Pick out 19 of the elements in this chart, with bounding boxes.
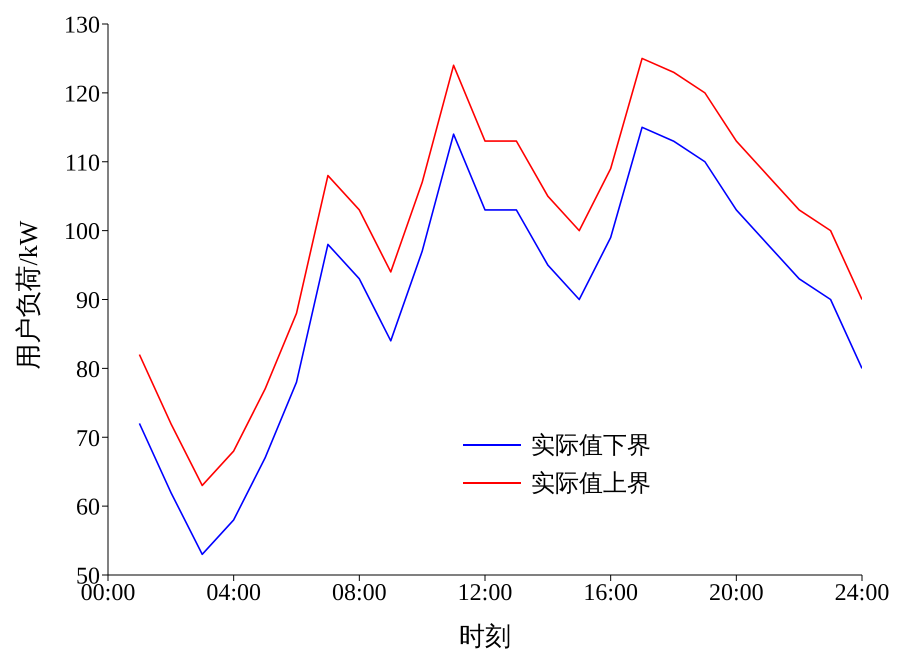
- y-tick-label: 120: [64, 81, 100, 108]
- x-tick-label: 16:00: [583, 580, 638, 606]
- x-tick-label: 08:00: [332, 580, 387, 606]
- line-series: [138, 126, 862, 556]
- y-tick-label: 60: [76, 494, 100, 521]
- y-tick-label: 90: [76, 288, 100, 314]
- x-tick-label: 04:00: [206, 580, 262, 606]
- x-tick-label: 24:00: [834, 580, 890, 606]
- x-tick-label: 20:00: [708, 580, 764, 606]
- y-tick-label: 110: [64, 150, 100, 176]
- legend-label: 实际值上界: [531, 470, 651, 499]
- x-tick-label: 12:00: [458, 580, 512, 606]
- legend-label: 实际值下界: [531, 432, 651, 461]
- y-tick-label: 80: [76, 356, 100, 383]
- y-tick-label: 100: [64, 219, 100, 246]
- y-axis-title: 用户负荷/kW: [14, 220, 44, 370]
- y-tick-label: 70: [76, 426, 100, 452]
- x-axis-title: 时刻: [459, 622, 511, 651]
- y-tick-label: 130: [64, 12, 100, 39]
